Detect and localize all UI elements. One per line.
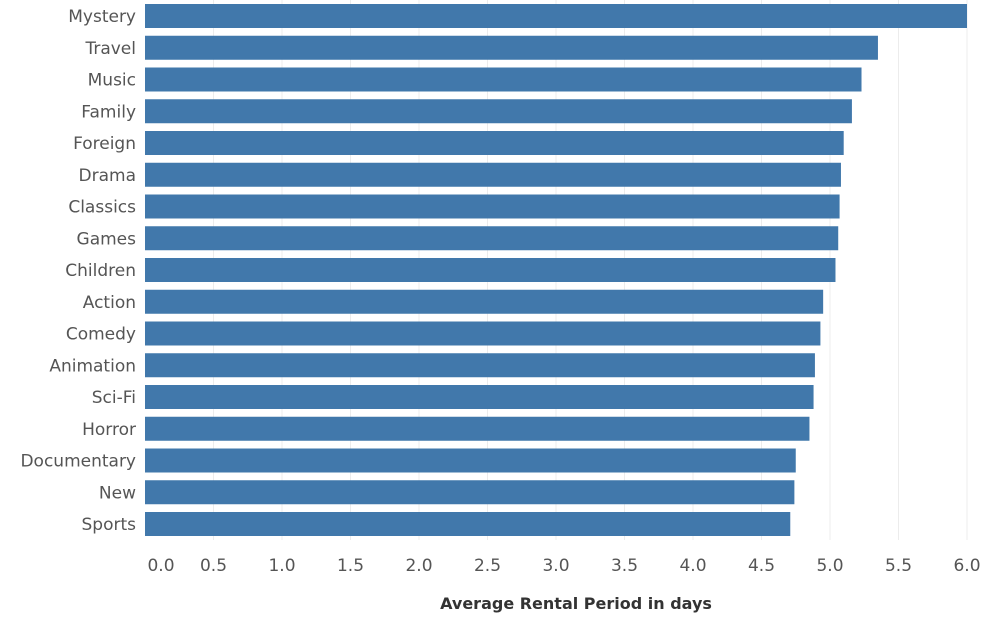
category-label: Comedy (66, 325, 136, 345)
bar-games (145, 226, 839, 251)
x-tick-label: 1.0 (268, 556, 295, 576)
x-tick-label: 3.0 (542, 556, 569, 576)
x-tick-label: 5.5 (885, 556, 912, 576)
bar-documentary (145, 448, 796, 473)
x-tick-label: 2.5 (474, 556, 501, 576)
category-label: New (99, 483, 136, 503)
category-label: Drama (79, 166, 136, 186)
x-tick-label: 4.5 (748, 556, 775, 576)
x-tick-label: 1.5 (337, 556, 364, 576)
category-label: Action (83, 293, 136, 313)
bar-sports (145, 512, 791, 536)
x-axis-title: Average Rental Period in days (440, 594, 712, 613)
x-tick-label: 2.0 (405, 556, 432, 576)
x-axis-ticks: 0.0 0.5 1.0 1.5 2.0 2.5 3.0 3.5 4.0 4.5 5.0 5.5 6.0 (147, 556, 980, 576)
x-tick-label: 6.0 (953, 556, 980, 576)
bar-music (145, 67, 862, 92)
bar-sci-fi (145, 385, 814, 409)
bar-horror (145, 416, 810, 441)
category-label: Sports (82, 515, 137, 535)
x-tick-label: 4.0 (679, 556, 706, 576)
bar-travel (145, 35, 878, 60)
bar-animation (145, 353, 815, 378)
category-label: Classics (68, 198, 136, 218)
bar-classics (145, 194, 840, 219)
bar-foreign (145, 131, 844, 155)
bar-comedy (145, 321, 821, 346)
x-tick-label: 0.0 (147, 556, 174, 576)
category-label: Foreign (73, 134, 136, 154)
bar-children (145, 258, 836, 282)
bar-drama (145, 162, 841, 187)
category-labels: Mystery Travel Music Family Foreign Drama Clas… (20, 7, 136, 535)
bar-new (145, 480, 795, 505)
category-label: Sci-Fi (92, 388, 136, 408)
x-tick-label: 3.5 (611, 556, 638, 576)
category-label: Animation (49, 356, 136, 376)
bar-action (145, 289, 824, 314)
category-label: Mystery (68, 7, 136, 27)
category-label: Children (65, 261, 136, 281)
bar-mystery (145, 4, 967, 28)
category-label: Music (88, 71, 136, 91)
x-tick-label: 5.0 (816, 556, 843, 576)
x-tick-label: 0.5 (200, 556, 227, 576)
category-label: Games (77, 229, 137, 249)
bar-family (145, 99, 852, 124)
category-label: Travel (84, 39, 136, 59)
category-label: Family (81, 102, 136, 122)
bars (145, 4, 967, 536)
category-label: Documentary (20, 452, 136, 472)
category-label: Horror (82, 420, 136, 440)
